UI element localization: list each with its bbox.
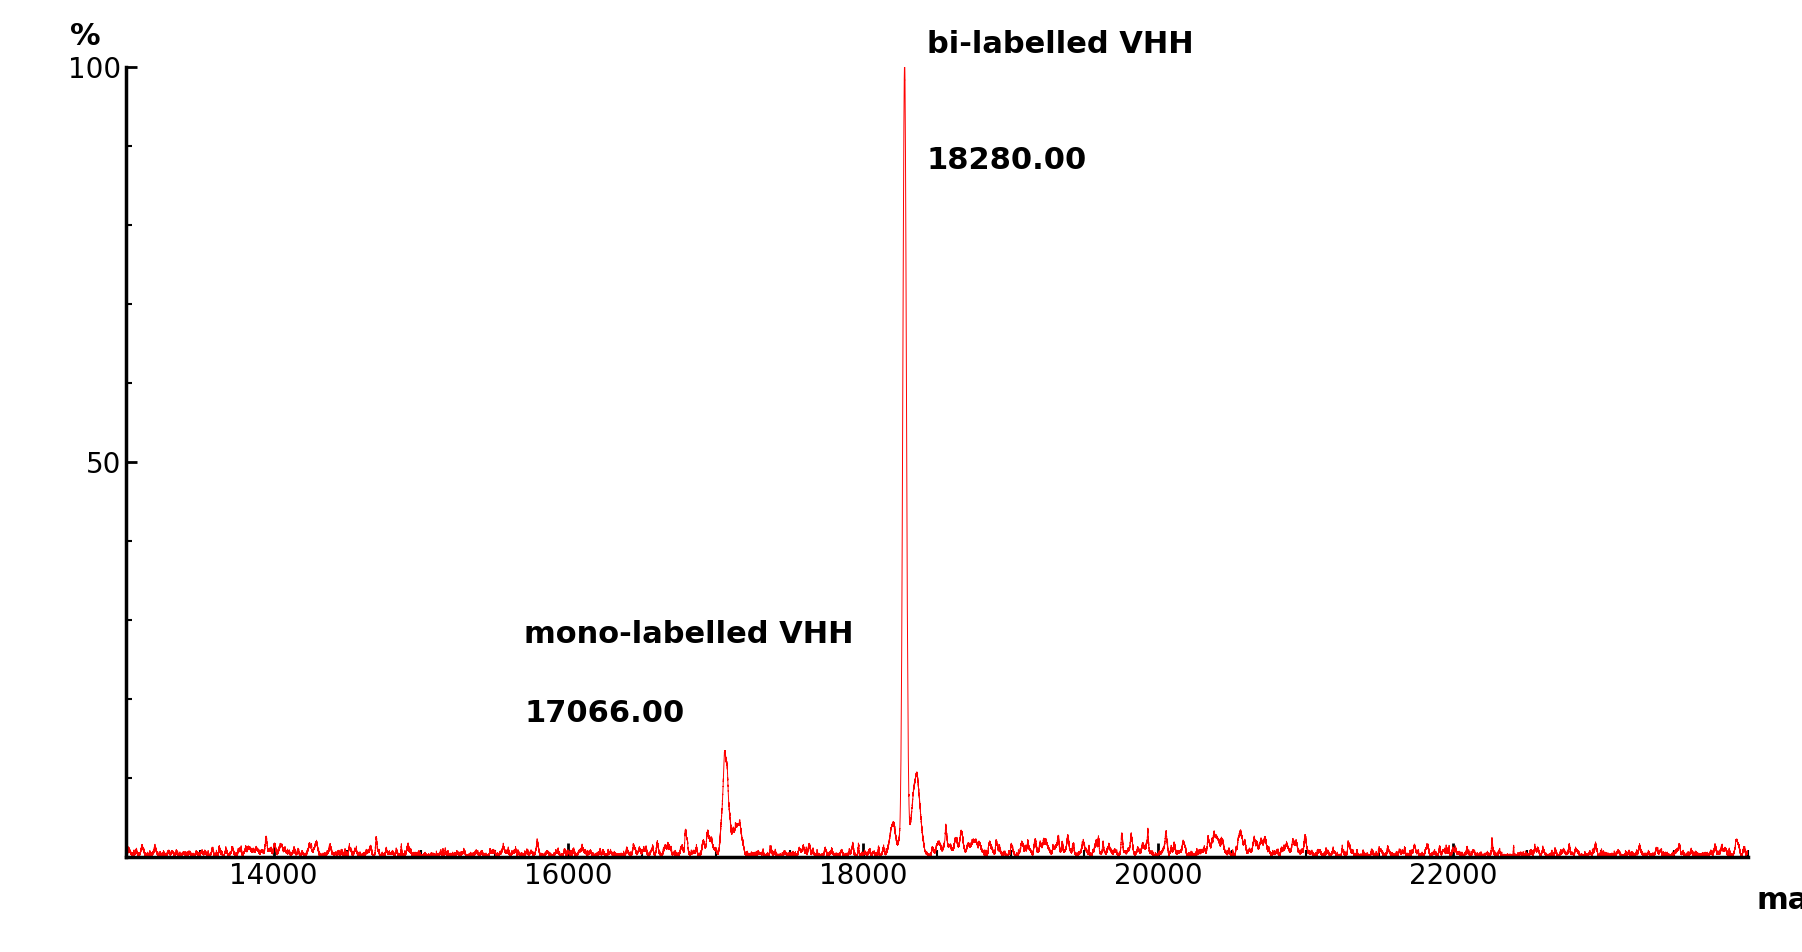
Text: mono-labelled VHH: mono-labelled VHH [524,620,854,648]
Text: 18280.00: 18280.00 [926,146,1087,174]
Text: mass: mass [1755,885,1802,915]
Text: bi-labelled VHH: bi-labelled VHH [926,30,1193,59]
Text: %: % [70,22,101,50]
Text: 17066.00: 17066.00 [524,699,685,727]
